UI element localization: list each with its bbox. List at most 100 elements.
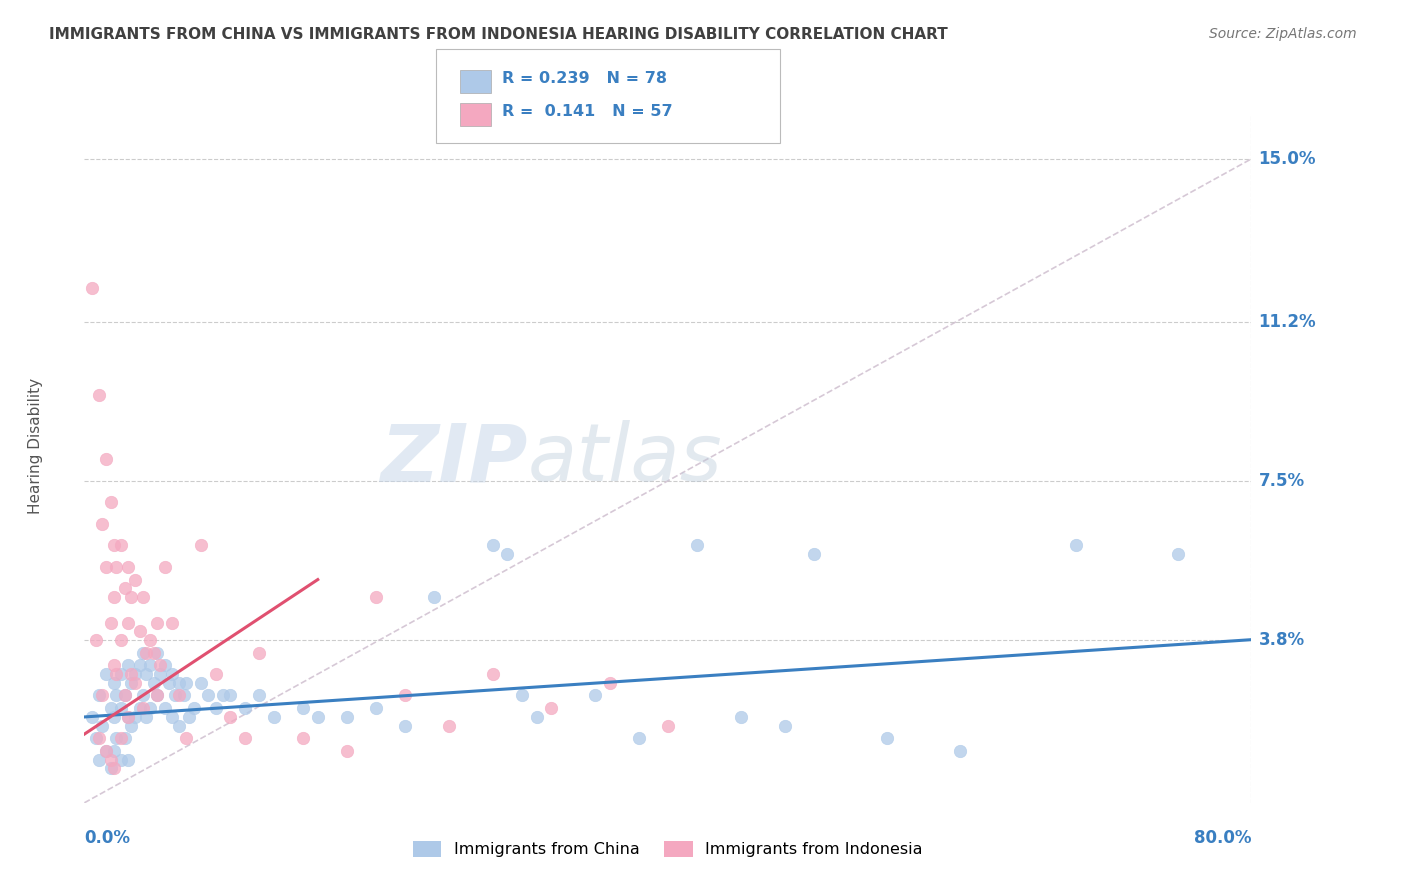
Point xyxy=(128,624,150,639)
Point xyxy=(100,753,122,767)
Point xyxy=(292,701,315,715)
Point xyxy=(496,547,519,561)
Point xyxy=(143,646,166,660)
Point xyxy=(149,667,172,681)
Point xyxy=(120,675,142,690)
Point xyxy=(423,590,446,604)
Point xyxy=(212,689,235,703)
Point xyxy=(139,658,162,673)
Point xyxy=(1066,538,1088,552)
Point xyxy=(117,710,139,724)
Point xyxy=(160,710,183,724)
Point xyxy=(183,701,205,715)
Point xyxy=(336,710,359,724)
Point xyxy=(110,731,132,746)
Point xyxy=(117,658,139,673)
Point xyxy=(103,538,125,552)
Point xyxy=(105,559,128,574)
Point xyxy=(179,710,201,724)
Point xyxy=(103,675,125,690)
Point xyxy=(117,559,139,574)
Point xyxy=(96,667,118,681)
Point xyxy=(949,744,972,758)
Point xyxy=(167,675,190,690)
Point xyxy=(292,731,315,746)
Point xyxy=(105,667,128,681)
Point xyxy=(110,632,132,647)
Point xyxy=(146,689,169,703)
Point xyxy=(686,538,709,552)
Point xyxy=(482,538,505,552)
Point xyxy=(100,762,122,776)
Text: 15.0%: 15.0% xyxy=(1258,150,1316,168)
Point xyxy=(120,590,142,604)
Point xyxy=(124,667,146,681)
Point xyxy=(176,675,198,690)
Point xyxy=(219,710,242,724)
Text: Source: ZipAtlas.com: Source: ZipAtlas.com xyxy=(1209,27,1357,41)
Point xyxy=(135,710,157,724)
Point xyxy=(627,731,650,746)
Text: 80.0%: 80.0% xyxy=(1194,829,1251,847)
Point xyxy=(120,667,142,681)
Point xyxy=(132,701,155,715)
Point xyxy=(114,689,136,703)
Point xyxy=(197,689,219,703)
Point xyxy=(219,689,242,703)
Point xyxy=(105,731,128,746)
Point xyxy=(87,388,110,402)
Point xyxy=(190,538,212,552)
Point xyxy=(80,710,103,724)
Text: R =  0.141   N = 57: R = 0.141 N = 57 xyxy=(502,104,672,119)
Point xyxy=(96,559,118,574)
Point xyxy=(204,701,226,715)
Text: 11.2%: 11.2% xyxy=(1258,313,1316,331)
Point xyxy=(143,675,166,690)
Point xyxy=(163,689,186,703)
Point xyxy=(139,701,162,715)
Text: Hearing Disability: Hearing Disability xyxy=(28,378,42,514)
Text: atlas: atlas xyxy=(527,420,723,499)
Point xyxy=(526,710,548,724)
Point xyxy=(100,615,122,630)
Point xyxy=(336,744,359,758)
Point xyxy=(437,718,460,732)
Point xyxy=(173,689,195,703)
Point xyxy=(139,632,162,647)
Point xyxy=(366,590,388,604)
Point xyxy=(117,710,139,724)
Point xyxy=(117,753,139,767)
Point xyxy=(128,658,150,673)
Point xyxy=(103,744,125,758)
Point xyxy=(249,689,271,703)
Point xyxy=(114,581,136,595)
Point xyxy=(132,689,155,703)
Point xyxy=(124,675,146,690)
Point xyxy=(583,689,606,703)
Point xyxy=(146,689,169,703)
Point xyxy=(103,710,125,724)
Point xyxy=(110,701,132,715)
Point xyxy=(128,701,150,715)
Point xyxy=(149,658,172,673)
Point xyxy=(110,538,132,552)
Point xyxy=(160,667,183,681)
Point xyxy=(103,590,125,604)
Point xyxy=(1167,547,1189,561)
Point xyxy=(103,762,125,776)
Point xyxy=(117,615,139,630)
Point xyxy=(132,646,155,660)
Point xyxy=(146,646,169,660)
Point xyxy=(100,701,122,715)
Text: 3.8%: 3.8% xyxy=(1258,631,1305,648)
Point xyxy=(803,547,825,561)
Point xyxy=(176,731,198,746)
Point xyxy=(90,689,112,703)
Point xyxy=(135,667,157,681)
Point xyxy=(153,559,176,574)
Point xyxy=(482,667,505,681)
Point xyxy=(146,615,169,630)
Legend: Immigrants from China, Immigrants from Indonesia: Immigrants from China, Immigrants from I… xyxy=(406,834,929,863)
Text: IMMIGRANTS FROM CHINA VS IMMIGRANTS FROM INDONESIA HEARING DISABILITY CORRELATIO: IMMIGRANTS FROM CHINA VS IMMIGRANTS FROM… xyxy=(49,27,948,42)
Point xyxy=(263,710,285,724)
